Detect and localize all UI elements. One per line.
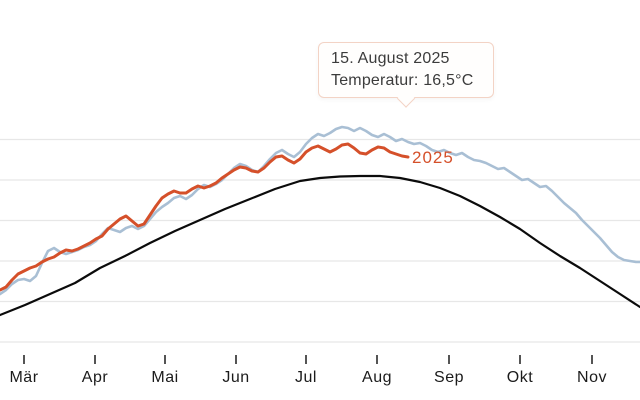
- series-line-2025[interactable]: [0, 142, 410, 292]
- tooltip-value: Temperatur: 16,5°C: [331, 72, 474, 89]
- x-axis-label: Okt: [507, 369, 533, 386]
- x-axis-label: Apr: [82, 369, 109, 386]
- series-label-2025: 2025: [412, 148, 454, 167]
- x-axis-label: Nov: [577, 369, 607, 386]
- x-axis-label: Jul: [295, 369, 317, 386]
- x-axis-label: Aug: [362, 369, 392, 386]
- x-axis-label: Mär: [9, 369, 38, 386]
- tooltip-date: 15. August 2025: [331, 50, 450, 67]
- series-line-unlabeled-black-mean[interactable]: [0, 174, 640, 317]
- tooltip: 15. August 2025 Temperatur: 16,5°C: [318, 42, 494, 108]
- x-axis-label: Jun: [222, 369, 249, 386]
- x-axis-label: Sep: [434, 369, 464, 386]
- series-line-unlabeled-lightblue[interactable]: [0, 125, 640, 296]
- x-axis-label: Mai: [151, 369, 178, 386]
